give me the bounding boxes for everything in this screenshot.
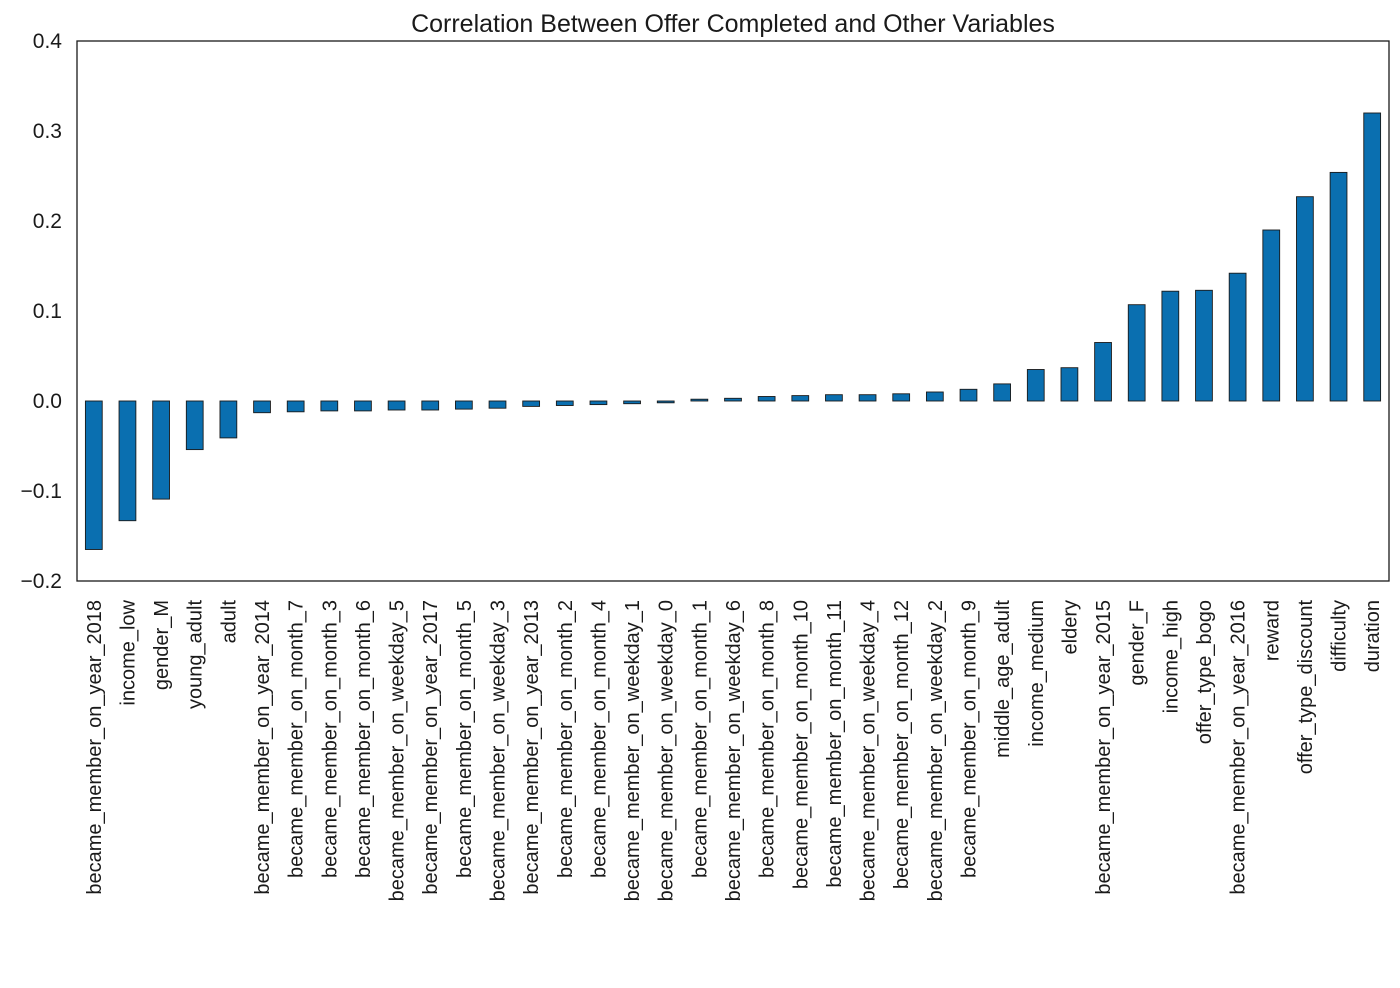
- y-axis: 0.4 0.3 0.2 0.1 0.0 −0.1 −0.2: [21, 30, 63, 593]
- bar-became_member_on_month_10: [791, 395, 810, 402]
- bar-gender_M: [152, 400, 170, 500]
- x-tick-label: gender_F: [1127, 600, 1149, 686]
- y-tick-label: −0.2: [21, 570, 62, 593]
- bar-became_member_on_weekday_6: [724, 397, 742, 402]
- x-tick-label: duration: [1362, 600, 1384, 672]
- x-tick-label: became_member_on_year_2016: [1228, 600, 1250, 895]
- x-tick-label: became_member_on_weekday_1: [622, 600, 644, 901]
- x-tick-label: became_member_on_month_2: [555, 600, 577, 878]
- bar-middle_age_adult: [993, 383, 1011, 402]
- x-tick-label: difficulty: [1329, 600, 1351, 672]
- y-tick-label: 0.4: [33, 30, 63, 53]
- bar-became_member_on_year_2015: [1094, 342, 1112, 402]
- bar-became_member_on_month_2: [555, 400, 574, 406]
- bar-became_member_on_month_7: [286, 400, 305, 413]
- x-tick-label: became_member_on_year_2014: [252, 600, 274, 895]
- x-tick-label: became_member_on_month_3: [319, 600, 341, 878]
- chart-title: Correlation Between Offer Completed and …: [411, 10, 1055, 38]
- bar-offer_type_bogo: [1195, 289, 1213, 402]
- x-tick-label: gender_M: [151, 600, 173, 690]
- bar-became_member_on_year_2013: [522, 400, 541, 407]
- bar-became_member_on_month_5: [455, 400, 473, 410]
- x-tick-label: became_member_on_year_2018: [84, 600, 106, 895]
- x-axis: became_member_on_year_2018 income_low gend…: [84, 599, 1384, 901]
- x-tick-label: income_medium: [1026, 600, 1048, 747]
- bar-offer_type_discount: [1296, 196, 1314, 402]
- y-tick-label: −0.1: [21, 480, 62, 503]
- x-tick-label: adult: [218, 600, 240, 644]
- bar-income_low: [118, 400, 137, 522]
- bar-became_member_on_weekday_4: [858, 394, 877, 402]
- y-tick-label: 0.0: [33, 390, 62, 413]
- bar-young_adult: [185, 400, 204, 451]
- x-tick-label: became_member_on_weekday_5: [387, 600, 409, 901]
- bar-became_member_on_weekday_3: [488, 400, 507, 409]
- bar-became_member_on_month_3: [320, 400, 339, 412]
- bar-became_member_on_month_1: [690, 398, 709, 402]
- bar-became_member_on_weekday_1: [623, 400, 641, 405]
- x-tick-label: became_member_on_weekday_2: [925, 600, 947, 901]
- x-tick-label: eldery: [1059, 600, 1081, 654]
- bar-adult: [219, 400, 238, 439]
- y-tick-label: 0.2: [33, 210, 62, 233]
- x-tick-label: became_member_on_year_2013: [521, 600, 543, 895]
- x-tick-label: income_low: [117, 599, 139, 705]
- x-tick-label: became_member_on_month_8: [757, 600, 779, 878]
- bar-became_member_on_month_12: [892, 393, 911, 402]
- bars-group: [84, 112, 1382, 550]
- bar-became_member_on_weekday_5: [387, 400, 406, 411]
- bar-gender_F: [1127, 304, 1146, 402]
- bar-became_member_on_year_2014: [253, 400, 271, 414]
- bar-became_member_on_month_6: [354, 400, 372, 412]
- x-tick-label: became_member_on_month_6: [353, 600, 375, 878]
- bar-became_member_on_year_2018: [84, 400, 103, 550]
- x-tick-label: became_member_on_weekday_3: [488, 600, 510, 901]
- x-tick-label: young_adult: [185, 600, 207, 709]
- x-tick-label: became_member_on_month_11: [824, 600, 846, 888]
- bar-became_member_on_weekday_2: [925, 391, 944, 402]
- x-tick-label: became_member_on_month_7: [286, 600, 308, 878]
- bar-difficulty: [1329, 171, 1348, 402]
- x-tick-label: became_member_on_weekday_6: [723, 600, 745, 901]
- y-tick-label: 0.3: [33, 120, 62, 143]
- bar-became_member_on_month_11: [825, 394, 843, 402]
- bar-became_member_on_month_4: [589, 400, 608, 406]
- x-tick-label: became_member_on_month_1: [689, 600, 711, 878]
- x-tick-label: became_member_on_month_9: [958, 600, 980, 878]
- bar-became_member_on_month_9: [959, 388, 978, 402]
- x-tick-label: became_member_on_weekday_4: [858, 600, 880, 901]
- bar-became_member_on_year_2017: [421, 400, 440, 411]
- x-tick-label: became_member_on_month_12: [891, 600, 913, 889]
- plot-frame: [76, 40, 1390, 582]
- bar-income_medium: [1026, 369, 1045, 402]
- bar-duration: [1363, 112, 1382, 402]
- x-tick-label: offer_type_bogo: [1194, 600, 1216, 744]
- x-tick-label: middle_age_adult: [992, 600, 1014, 758]
- bar-became_member_on_year_2016: [1228, 272, 1247, 402]
- bar-became_member_on_weekday_0: [656, 400, 675, 404]
- x-tick-label: offer_type_discount: [1295, 600, 1317, 775]
- x-tick-label: income_high: [1160, 600, 1182, 713]
- bar-eldery: [1060, 367, 1079, 402]
- x-tick-label: became_member_on_year_2015: [1093, 600, 1115, 895]
- x-tick-label: became_member_on_month_10: [790, 600, 812, 889]
- y-tick-label: 0.1: [33, 300, 62, 323]
- bar-income_high: [1161, 290, 1180, 402]
- x-tick-label: became_member_on_month_4: [588, 600, 610, 878]
- bar-became_member_on_month_8: [757, 396, 776, 402]
- x-tick-label: became_member_on_year_2017: [420, 600, 442, 895]
- bar-reward: [1262, 229, 1281, 402]
- x-tick-label: became_member_on_month_5: [454, 600, 476, 878]
- x-tick-label: reward: [1261, 600, 1283, 661]
- x-tick-label: became_member_on_weekday_0: [656, 600, 678, 901]
